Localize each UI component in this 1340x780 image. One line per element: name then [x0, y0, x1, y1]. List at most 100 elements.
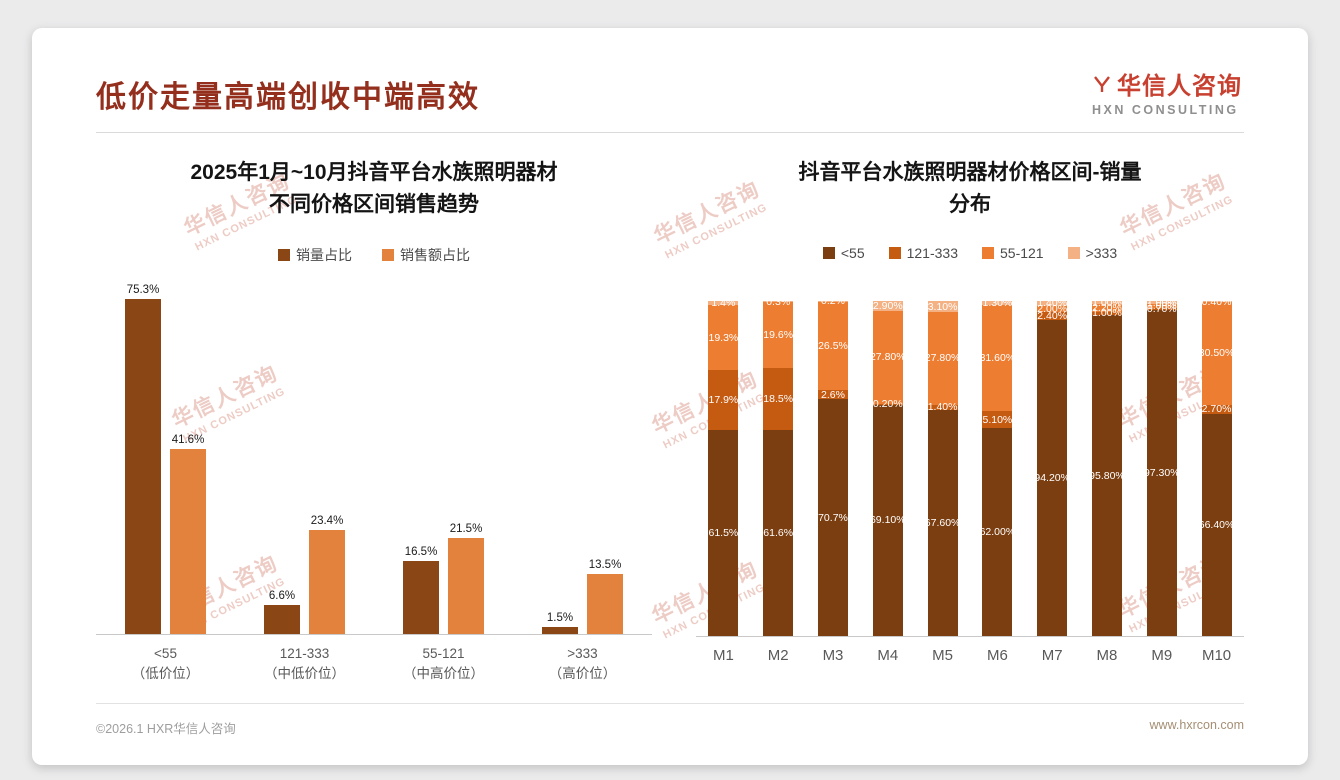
stack-segment: 1.00% — [1146, 300, 1177, 312]
stacked-bar: 94.20% 2.40% 2.00% 1.40% — [1034, 297, 1070, 636]
stacked-bar: 66.40% 2.70% 30.50% 0.40% — [1198, 296, 1235, 636]
bar-value-label: 13.5% — [588, 558, 622, 571]
segment-value-label: 62.00% — [979, 526, 1016, 539]
grouped-bar-chart: 2025年1月~10月抖音平台水族照明器材 不同价格区间销售趋势 销量占比 销售额… — [96, 133, 652, 683]
stack-group: 70.7% 2.6% 26.5% 0.2% — [806, 295, 861, 636]
bar — [587, 573, 623, 634]
segment-value-label: 94.20% — [1034, 472, 1070, 485]
footer: ©2026.1 HXR华信人咨询 www.hxrcon.com — [96, 703, 1244, 737]
stack-segment: 1.00% — [1091, 297, 1122, 309]
bar-wrap: 1.5% — [542, 612, 578, 634]
stack-segment: 67.60% — [925, 409, 960, 636]
category-label: M10 — [1201, 647, 1232, 664]
segment-value-label: 0.20% — [872, 398, 903, 411]
segment-value-label: 1.00% — [1092, 296, 1122, 309]
brand-logo-row: 华信人咨询 — [1092, 66, 1242, 101]
brand-mark-icon — [1094, 75, 1110, 92]
brand-logo-cn: 华信人咨询 — [1117, 73, 1242, 100]
stack-segment: 26.5% — [817, 301, 848, 391]
category-label: M7 — [1041, 647, 1063, 664]
bar-wrap: 16.5% — [403, 546, 439, 634]
right-chart-title-line2: 分布 — [949, 192, 991, 216]
segment-value-label: 2.70% — [1201, 403, 1232, 416]
bar-value-label: 41.6% — [171, 433, 205, 446]
stack-segment: 2.6% — [817, 389, 848, 401]
segment-value-label: 17.9% — [708, 394, 739, 406]
stack-segment: 2.70% — [1201, 403, 1232, 416]
stack-group: 66.40% 2.70% 30.50% 0.40% — [1189, 296, 1244, 636]
brand-logo: 华信人咨询 HXN CONSULTING — [1092, 66, 1242, 117]
bar-value-label: 6.6% — [268, 589, 296, 602]
stacked-bar: 62.00% 5.10% 31.60% 1.30% — [980, 297, 1015, 636]
category-label: M8 — [1096, 647, 1118, 664]
segment-value-label: 19.3% — [708, 331, 739, 344]
stack-segment: 2.00% — [1037, 303, 1068, 315]
stacked-bar: 95.80% 1.00% 2.20% 1.00% — [1089, 297, 1125, 636]
segment-value-label: 31.60% — [979, 352, 1016, 365]
left-chart-title-line2: 不同价格区间销售趋势 — [269, 192, 479, 216]
segment-value-label: 69.10% — [869, 514, 906, 527]
stack-segment: 1.30% — [982, 297, 1013, 309]
segment-value-label: 1.00% — [1146, 300, 1177, 313]
legend-label: 销量占比 — [296, 247, 352, 263]
segment-value-label: 1.40% — [1037, 297, 1068, 310]
bar-group: 1.5% 13.5% — [513, 559, 652, 634]
category-label: >333 （高价位） — [513, 644, 652, 683]
segment-value-label: 19.6% — [763, 328, 794, 341]
stack-segment: 2.20% — [1091, 302, 1122, 314]
legend-item: >333 — [1067, 245, 1118, 261]
category-label: 121-333 （中低价位） — [235, 644, 374, 683]
stack-segment: 94.20% — [1034, 320, 1070, 636]
segment-value-label: 95.80% — [1089, 469, 1125, 482]
footer-divider — [96, 703, 1244, 704]
stack-segment: 31.60% — [980, 305, 1015, 412]
category-sublabel: （高价位） — [548, 665, 617, 681]
stacked-bar: 97.30% 0.70% 1.00% 1.00% — [1144, 297, 1180, 636]
stack-segment: 30.50% — [1198, 302, 1235, 405]
header: 低价走量高端创收中端高效 华信人咨询 HXN CONSULTING — [32, 28, 1308, 117]
page-title: 低价走量高端创收中端高效 — [96, 81, 480, 114]
legend-swatch-icon — [382, 249, 394, 261]
bar-value-label: 23.4% — [310, 514, 344, 527]
stack-segment: 19.3% — [708, 305, 739, 371]
legend-swatch-icon — [1067, 247, 1080, 259]
stack-group: 61.5% 17.9% 19.3% 1.4% — [696, 297, 751, 636]
bar — [309, 529, 345, 634]
stack-segment: 2.40% — [1037, 310, 1068, 322]
stack-segment: 27.80% — [924, 311, 961, 405]
stack-group: 67.60% 1.40% 27.80% 3.10% — [915, 301, 970, 636]
stack-segment: 61.6% — [763, 429, 794, 636]
segment-value-label: 1.30% — [982, 297, 1013, 310]
stack-group: 94.20% 2.40% 2.00% 1.40% — [1025, 297, 1080, 636]
slide-card: 华信人咨询 HXN CONSULTING 华信人咨询 HXN CONSULTING 华信… — [32, 28, 1308, 765]
stack-segment: 2.90% — [872, 300, 903, 312]
bar-group: 16.5% 21.5% — [374, 523, 513, 634]
legend-label: >333 — [1085, 245, 1118, 261]
charts-area: 2025年1月~10月抖音平台水族照明器材 不同价格区间销售趋势 销量占比 销售额… — [32, 133, 1308, 683]
bar-wrap: 23.4% — [309, 515, 345, 634]
bar-wrap: 75.3% — [125, 284, 161, 634]
right-chart-title-line1: 抖音平台水族照明器材价格区间-销量 — [798, 161, 1142, 184]
legend-item: 121-333 — [888, 245, 958, 261]
category-label: 55-121 （中高价位） — [374, 644, 513, 683]
bar-group: 6.6% 23.4% — [235, 515, 374, 634]
stack-segment: 97.30% — [1144, 310, 1180, 636]
segment-value-label: 3.10% — [927, 300, 958, 313]
bar-group: 75.3% 41.6% — [96, 284, 235, 634]
stack-group: 69.10% 0.20% 27.80% 2.90% — [860, 300, 915, 636]
legend-label: 55-121 — [1000, 245, 1044, 261]
category-sublabel: （中高价位） — [403, 665, 484, 681]
bar — [403, 560, 439, 634]
stack-segment: 95.80% — [1089, 315, 1125, 636]
segment-value-label: 27.80% — [924, 352, 961, 365]
stack-group: 61.6% 18.5% 19.6% 0.3% — [751, 296, 806, 636]
segment-value-label: 0.40% — [1201, 295, 1232, 308]
segment-value-label: 66.40% — [1198, 518, 1235, 531]
copyright-text: ©2026.1 HXR华信人咨询 — [96, 722, 236, 736]
legend-label: <55 — [840, 245, 865, 261]
segment-value-label: 30.50% — [1198, 347, 1235, 360]
category-label: M5 — [932, 647, 953, 664]
stack-segment: 3.10% — [927, 300, 958, 313]
stack-group: 95.80% 1.00% 2.20% 1.00% — [1080, 297, 1135, 636]
category-label: M1 — [712, 647, 734, 664]
